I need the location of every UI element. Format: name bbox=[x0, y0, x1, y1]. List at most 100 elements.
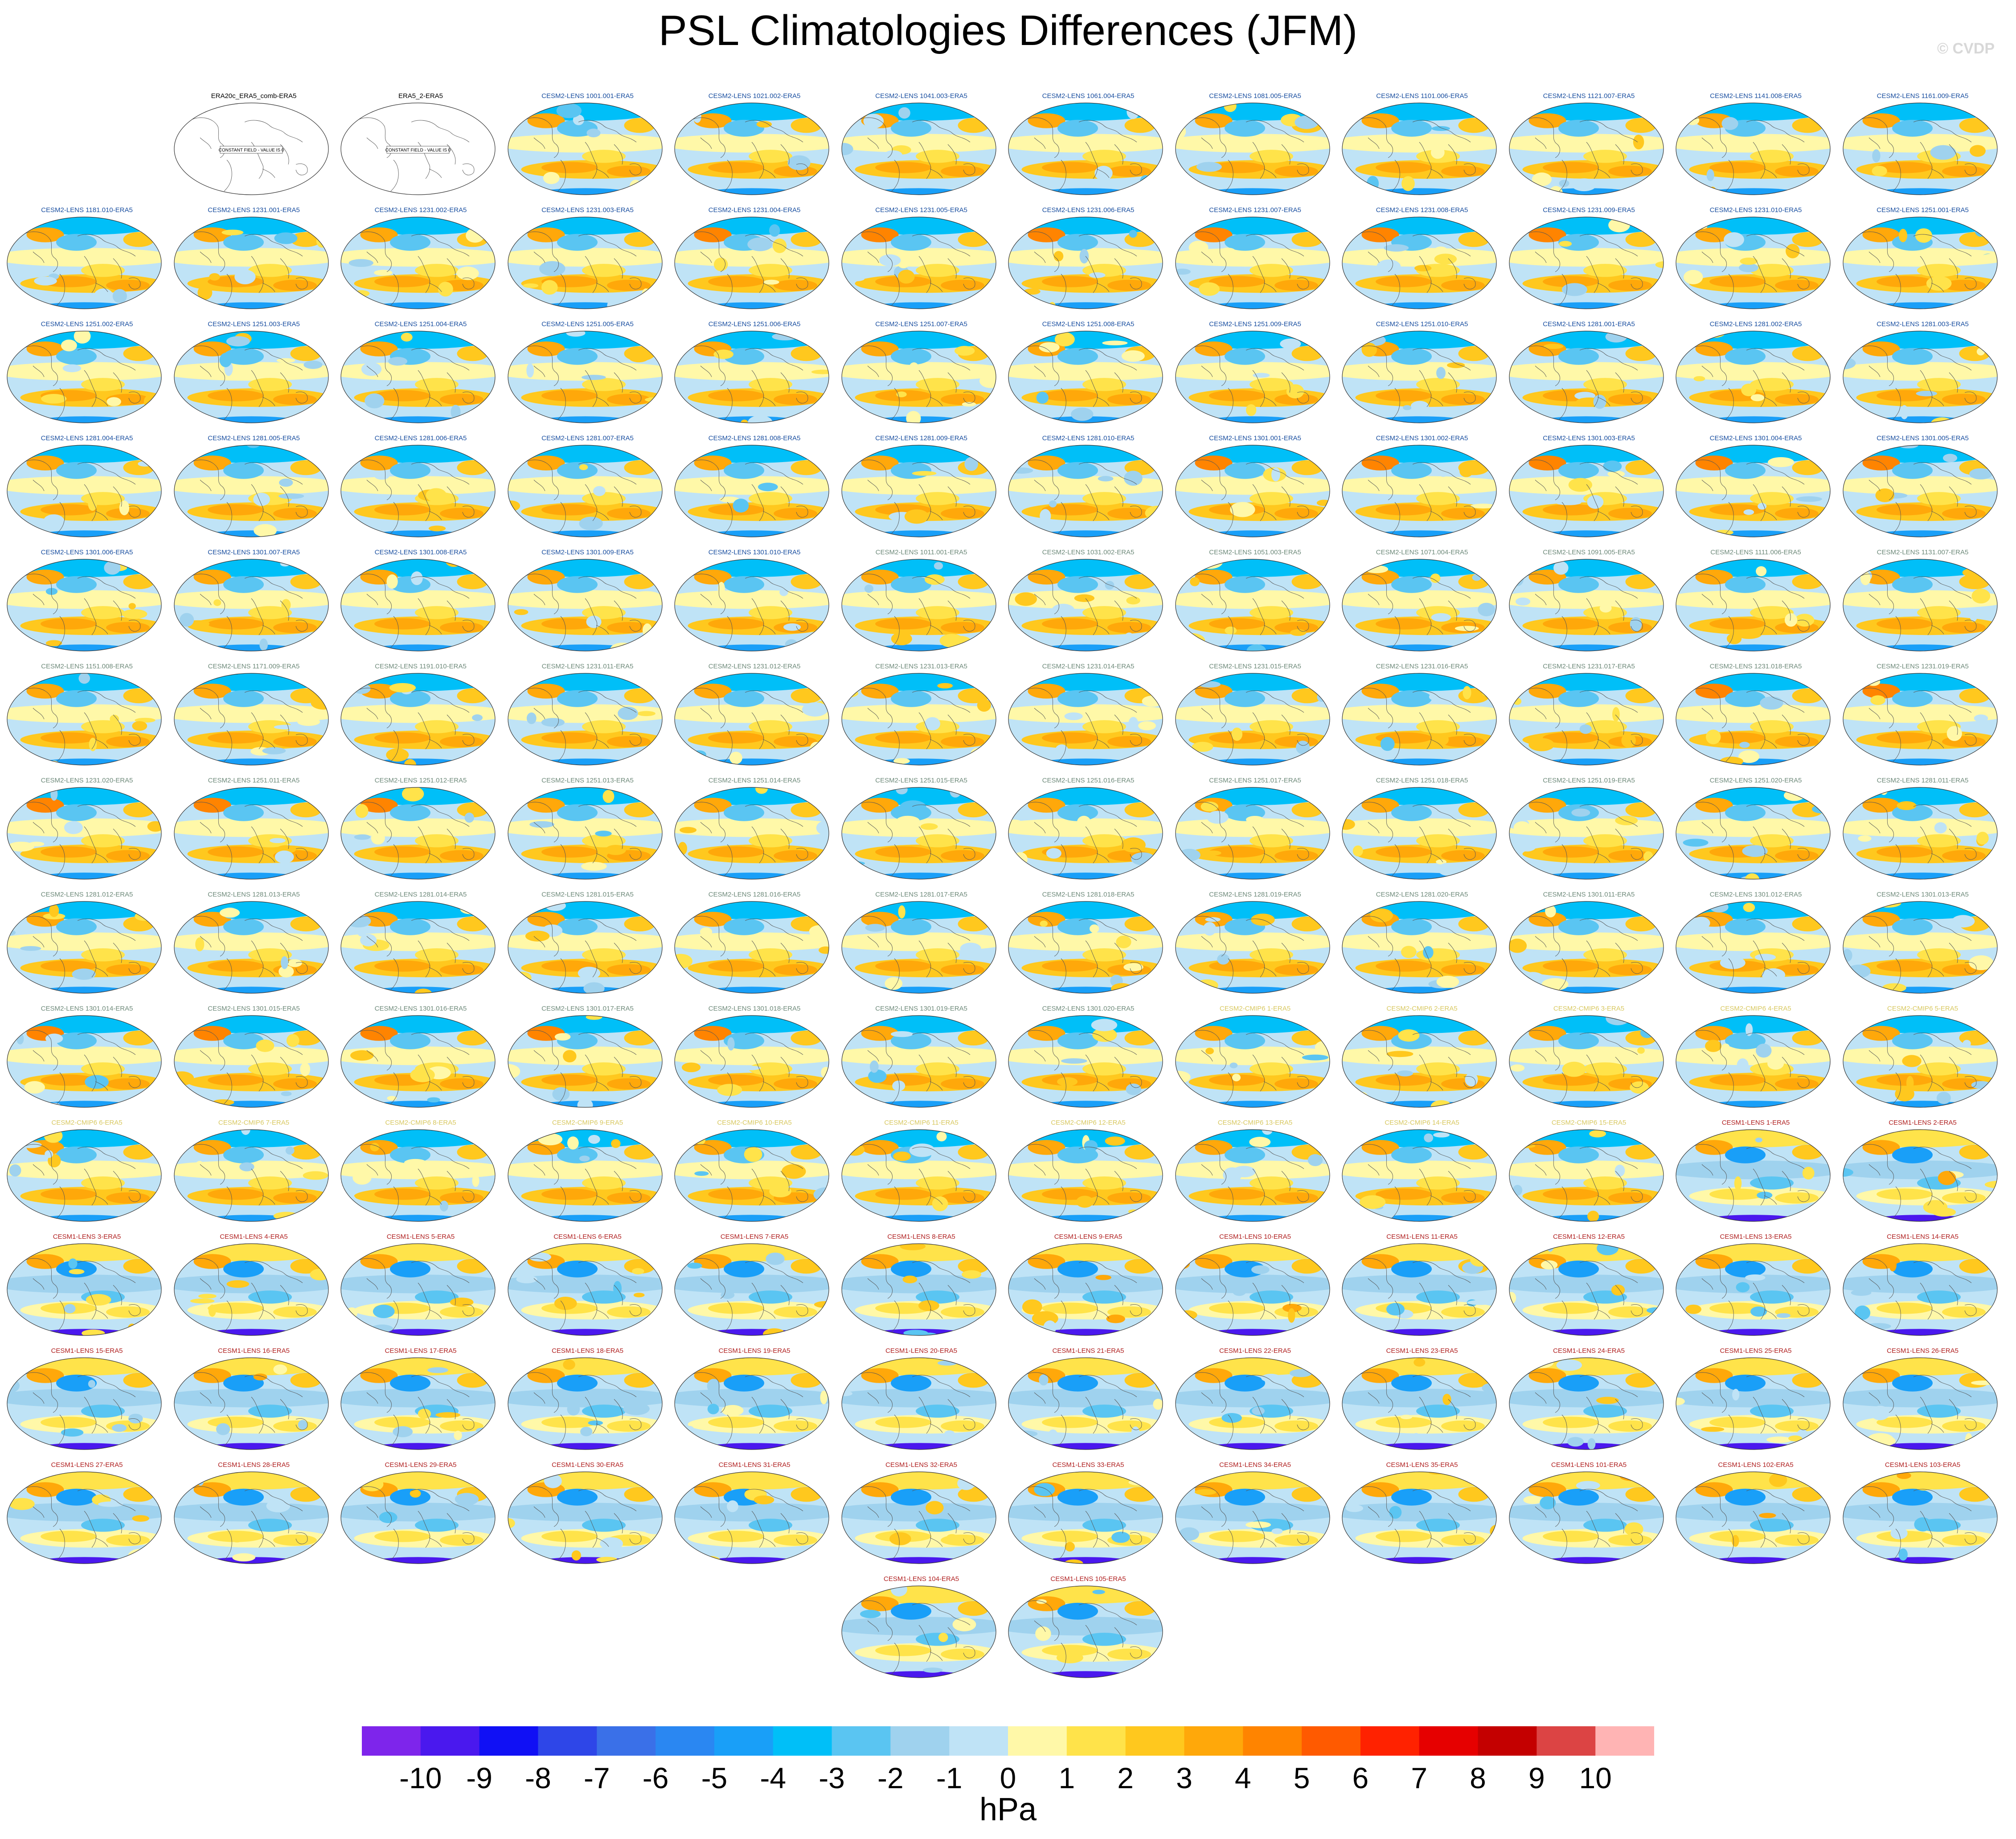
map-panel-title: CESM2-LENS 1171.009-ERA5 bbox=[208, 663, 300, 670]
map-panel: CESM2-LENS 1231.008-ERA5 bbox=[1341, 206, 1503, 319]
map-panel: CESM2-LENS 1281.015-ERA5 bbox=[507, 891, 668, 1003]
map-panel-title: CESM1-LENS 22-ERA5 bbox=[1219, 1347, 1291, 1355]
map-panel: CESM2-LENS 1231.006-ERA5 bbox=[1008, 206, 1169, 319]
map-panel-title: CESM1-LENS 6-ERA5 bbox=[553, 1233, 622, 1241]
map-panel-title: CESM2-LENS 1051.003-ERA5 bbox=[1209, 549, 1301, 556]
map-panel-title: CESM2-LENS 1281.014-ERA5 bbox=[374, 891, 467, 898]
map-panel: CESM2-LENS 1251.005-ERA5 bbox=[507, 320, 668, 433]
map-panel: CESM2-LENS 1281.007-ERA5 bbox=[507, 434, 668, 547]
map-panel: CESM1-LENS 104-ERA5 bbox=[841, 1575, 1002, 1687]
psl-difference-map bbox=[1676, 673, 1831, 766]
map-panel: CESM2-LENS 1301.001-ERA5 bbox=[1175, 434, 1336, 547]
map-panel-title: CESM1-LENS 17-ERA5 bbox=[385, 1347, 457, 1355]
map-panel: CESM1-LENS 21-ERA5 bbox=[1008, 1347, 1169, 1459]
map-panel: CESM2-LENS 1011.001-ERA5 bbox=[841, 549, 1002, 661]
map-panel: CESM2-LENS 1071.004-ERA5 bbox=[1341, 549, 1503, 661]
map-panel: CESM2-LENS 1251.008-ERA5 bbox=[1008, 320, 1169, 433]
map-panel: CESM2-CMIP6 6-ERA5 bbox=[6, 1119, 168, 1231]
colorbar-tick-label: -2 bbox=[877, 1761, 904, 1794]
map-panel-title: CESM2-LENS 1231.002-ERA5 bbox=[374, 206, 467, 214]
map-panel: CESM2-LENS 1231.005-ERA5 bbox=[841, 206, 1002, 319]
map-panel: CESM2-LENS 1281.013-ERA5 bbox=[173, 891, 335, 1003]
psl-difference-map bbox=[1342, 102, 1497, 195]
map-panel-title: CESM2-LENS 1281.001-ERA5 bbox=[1543, 320, 1635, 328]
colorbar-tick-label: -10 bbox=[399, 1761, 442, 1794]
map-panel: CESM2-CMIP6 14-ERA5 bbox=[1341, 1119, 1503, 1231]
map-panel-title: CESM2-LENS 1301.006-ERA5 bbox=[41, 549, 133, 556]
map-panel: CESM1-LENS 11-ERA5 bbox=[1341, 1233, 1503, 1345]
psl-difference-map bbox=[1842, 217, 1998, 309]
map-panel: CESM2-LENS 1161.009-ERA5 bbox=[1842, 92, 2004, 205]
colorbar-swatch bbox=[420, 1726, 480, 1756]
psl-difference-map bbox=[674, 787, 829, 880]
map-panel-title: CESM2-LENS 1231.015-ERA5 bbox=[1209, 663, 1301, 670]
psl-difference-map bbox=[1676, 331, 1831, 423]
map-panel-title: CESM2-LENS 1091.005-ERA5 bbox=[1543, 549, 1635, 556]
psl-difference-map bbox=[1008, 1585, 1163, 1678]
psl-difference-map bbox=[1175, 1243, 1330, 1336]
psl-difference-map bbox=[1842, 1129, 1998, 1222]
map-panel-title: CESM2-LENS 1231.005-ERA5 bbox=[875, 206, 967, 214]
map-panel-title: CESM1-LENS 24-ERA5 bbox=[1553, 1347, 1625, 1355]
map-panel-title: CESM2-LENS 1251.002-ERA5 bbox=[41, 320, 133, 328]
map-panel: CESM2-CMIP6 3-ERA5 bbox=[1508, 1005, 1670, 1117]
map-panel-title: CESM1-LENS 19-ERA5 bbox=[718, 1347, 791, 1355]
psl-difference-map bbox=[1676, 1357, 1831, 1450]
map-panel-title: CESM2-CMIP6 7-ERA5 bbox=[218, 1119, 290, 1126]
psl-difference-map bbox=[340, 1357, 496, 1450]
map-panel: CESM2-LENS 1231.001-ERA5 bbox=[173, 206, 335, 319]
constant-field-note: CONSTANT FIELD - VALUE IS 0 bbox=[218, 148, 284, 153]
map-panel: CESM2-LENS 1301.014-ERA5 bbox=[6, 1005, 168, 1117]
psl-difference-map: CONSTANT FIELD - VALUE IS 0 bbox=[173, 102, 329, 195]
psl-difference-map bbox=[841, 1243, 996, 1336]
psl-difference-map bbox=[674, 1471, 829, 1564]
colorbar-tick-label: 3 bbox=[1176, 1761, 1192, 1794]
psl-difference-map bbox=[1676, 217, 1831, 309]
psl-difference-map bbox=[1175, 217, 1330, 309]
map-panel: CESM1-LENS 25-ERA5 bbox=[1675, 1347, 1836, 1459]
map-panel: CESM1-LENS 103-ERA5 bbox=[1842, 1461, 2004, 1573]
map-panel: CESM1-LENS 27-ERA5 bbox=[6, 1461, 168, 1573]
map-panel: CESM1-LENS 8-ERA5 bbox=[841, 1233, 1002, 1345]
colorbar-tick-label: -9 bbox=[466, 1761, 492, 1794]
psl-difference-map bbox=[1676, 559, 1831, 651]
map-panel-title: CESM2-LENS 1231.009-ERA5 bbox=[1543, 206, 1635, 214]
map-panel-title: CESM1-LENS 15-ERA5 bbox=[51, 1347, 123, 1355]
psl-difference-map bbox=[340, 901, 496, 994]
map-panel-title: CESM2-LENS 1251.008-ERA5 bbox=[1042, 320, 1135, 328]
map-panel-title: CESM2-LENS 1301.007-ERA5 bbox=[208, 549, 300, 556]
map-panel-title: CESM2-LENS 1141.008-ERA5 bbox=[1710, 92, 1802, 100]
map-panel-title: CESM2-LENS 1281.012-ERA5 bbox=[41, 891, 133, 898]
map-panel: CESM2-LENS 1231.011-ERA5 bbox=[507, 663, 668, 775]
map-panel-title: CESM2-LENS 1011.001-ERA5 bbox=[875, 549, 967, 556]
chart-title: PSL Climatologies Differences (JFM) bbox=[658, 7, 1358, 54]
map-panel: CESM2-LENS 1301.017-ERA5 bbox=[507, 1005, 668, 1117]
psl-difference-map bbox=[7, 1129, 162, 1222]
psl-difference-map bbox=[1508, 787, 1664, 880]
map-panel: CESM1-LENS 20-ERA5 bbox=[841, 1347, 1002, 1459]
map-panel-title: CESM2-LENS 1281.005-ERA5 bbox=[208, 434, 300, 442]
map-panel: CESM2-CMIP6 12-ERA5 bbox=[1008, 1119, 1169, 1231]
colorbar-tick-label: 8 bbox=[1470, 1761, 1486, 1794]
map-panel-title: CESM2-CMIP6 10-ERA5 bbox=[717, 1119, 792, 1126]
psl-difference-map bbox=[507, 1357, 663, 1450]
psl-difference-map bbox=[841, 102, 996, 195]
map-panel-title: CESM2-LENS 1281.019-ERA5 bbox=[1209, 891, 1301, 898]
map-panel-title: CESM1-LENS 30-ERA5 bbox=[552, 1461, 623, 1469]
map-panel-title: CESM1-LENS 5-ERA5 bbox=[386, 1233, 455, 1241]
map-panel: ERA5_2-ERA5 CONSTANT FIELD - VALUE IS 0 bbox=[340, 92, 501, 205]
psl-difference-map bbox=[173, 1015, 329, 1108]
colorbar-tick-label: -6 bbox=[642, 1761, 669, 1794]
colorbar-tick-label: 5 bbox=[1293, 1761, 1310, 1794]
map-panel: CESM2-LENS 1231.016-ERA5 bbox=[1341, 663, 1503, 775]
psl-difference-map bbox=[340, 559, 496, 651]
map-panel-title: CESM2-LENS 1231.004-ERA5 bbox=[708, 206, 801, 214]
map-panel-title: CESM2-CMIP6 1-ERA5 bbox=[1219, 1005, 1291, 1012]
psl-difference-map bbox=[1342, 445, 1497, 537]
psl-difference-map bbox=[173, 1471, 329, 1564]
psl-difference-map bbox=[1342, 673, 1497, 766]
psl-difference-map bbox=[340, 1243, 496, 1336]
map-panel: CESM1-LENS 13-ERA5 bbox=[1675, 1233, 1836, 1345]
psl-difference-map bbox=[1676, 787, 1831, 880]
map-panel-title: CESM2-LENS 1101.006-ERA5 bbox=[1376, 92, 1468, 100]
